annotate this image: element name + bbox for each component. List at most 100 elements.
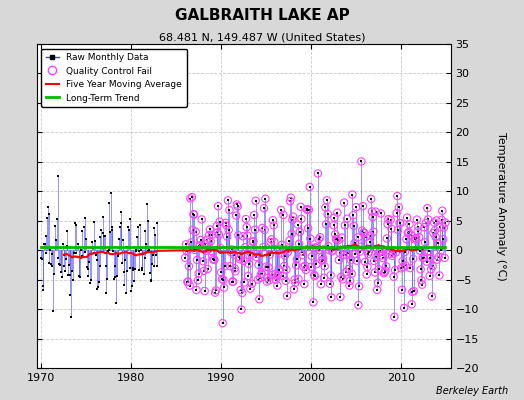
Point <box>212 287 220 294</box>
Point <box>400 305 408 311</box>
Point <box>250 226 259 233</box>
Point <box>363 271 371 278</box>
Point <box>429 263 437 269</box>
Point <box>373 287 381 293</box>
Point <box>398 286 406 293</box>
Point <box>308 253 316 260</box>
Point <box>314 236 323 242</box>
Point <box>318 253 326 260</box>
Point <box>331 231 340 238</box>
Point <box>210 257 218 263</box>
Point <box>285 237 293 244</box>
Point <box>383 235 391 242</box>
Point <box>217 276 226 282</box>
Point <box>306 236 314 242</box>
Point <box>186 195 194 202</box>
Point <box>377 252 386 259</box>
Point <box>235 254 243 260</box>
Point <box>198 245 206 251</box>
Point <box>58 274 67 280</box>
Point <box>258 225 267 231</box>
Point <box>83 264 91 270</box>
Point <box>428 293 436 300</box>
Point <box>377 210 385 217</box>
Point <box>43 215 51 222</box>
Point <box>128 283 136 290</box>
Point <box>354 234 362 241</box>
Point <box>99 214 107 220</box>
Point <box>260 205 268 212</box>
Point <box>408 301 416 308</box>
Point <box>376 248 384 254</box>
Point <box>221 263 229 269</box>
Point <box>359 203 367 209</box>
Point <box>387 217 395 223</box>
Point <box>375 266 383 272</box>
Point <box>369 228 378 235</box>
Point <box>189 227 197 233</box>
Point <box>287 194 295 201</box>
Point <box>302 267 310 273</box>
Point <box>38 283 47 289</box>
Point <box>307 264 315 270</box>
Point <box>360 230 368 236</box>
Point <box>283 292 291 299</box>
Point <box>219 276 227 283</box>
Point <box>295 240 303 247</box>
Point <box>228 278 237 285</box>
Point <box>417 266 425 273</box>
Point <box>213 229 222 236</box>
Point <box>413 216 421 223</box>
Point <box>278 273 287 279</box>
Point <box>57 269 65 275</box>
Point <box>324 243 333 249</box>
Point <box>332 236 341 242</box>
Point <box>111 274 119 280</box>
Point <box>144 248 152 254</box>
Point <box>231 268 239 274</box>
Point <box>389 250 397 257</box>
Point <box>200 268 208 274</box>
Point <box>365 249 373 255</box>
Point <box>191 247 199 253</box>
Point <box>330 222 338 228</box>
Point <box>430 219 439 226</box>
Point <box>227 249 235 255</box>
Point <box>190 211 199 218</box>
Point <box>358 227 366 234</box>
Point <box>400 305 408 311</box>
Point <box>114 251 122 257</box>
Point <box>239 233 247 240</box>
Point <box>380 270 388 276</box>
Point <box>124 223 133 230</box>
Point <box>410 236 419 243</box>
Point <box>432 217 441 224</box>
Point <box>234 203 242 210</box>
Point <box>348 192 357 198</box>
Point <box>405 221 413 228</box>
Point <box>113 273 121 279</box>
Point <box>310 272 319 278</box>
Point <box>191 247 199 253</box>
Point <box>406 265 414 271</box>
Point <box>434 240 442 247</box>
Point <box>193 257 201 263</box>
Point <box>153 263 161 269</box>
Point <box>256 274 264 281</box>
Point <box>245 261 253 267</box>
Point <box>412 235 420 241</box>
Point <box>265 277 274 284</box>
Point <box>46 246 54 253</box>
Point <box>272 273 281 280</box>
Point <box>198 216 206 223</box>
Point <box>389 250 397 257</box>
Point <box>440 224 448 231</box>
Point <box>217 276 226 282</box>
Point <box>431 227 439 234</box>
Point <box>226 263 234 270</box>
Point <box>422 258 431 265</box>
Point <box>291 279 300 286</box>
Point <box>195 243 204 250</box>
Point <box>349 212 357 218</box>
Point <box>375 266 383 272</box>
